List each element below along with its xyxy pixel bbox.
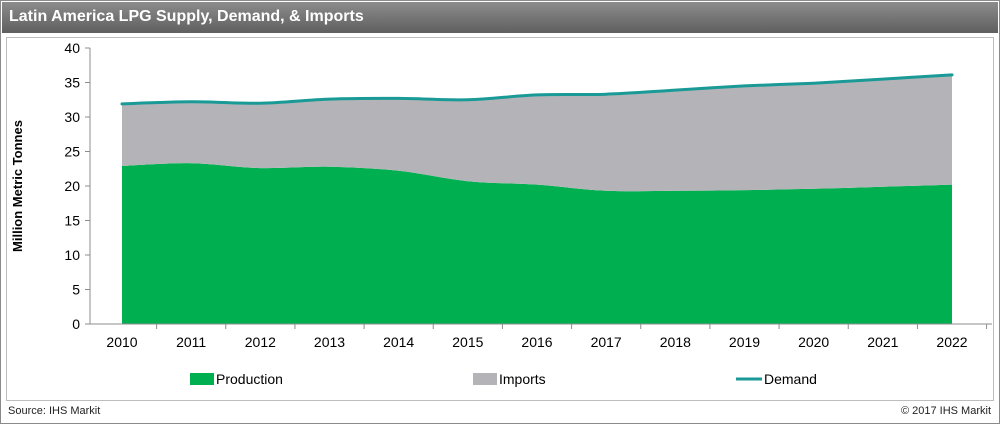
copyright-note: © 2017 IHS Markit (900, 405, 991, 417)
legend-label-production: Production (216, 371, 283, 387)
source-note: Source: IHS Markit (8, 405, 101, 417)
x-tick-label: 2020 (798, 334, 829, 350)
chart-title: Latin America LPG Supply, Demand, & Impo… (9, 8, 364, 25)
line-layer (120, 73, 954, 106)
x-tick-label: 2015 (452, 334, 483, 350)
y-tick-label: 40 (64, 40, 80, 56)
legend: Production Imports Demand (190, 371, 817, 387)
x-tick-label: 2019 (729, 334, 760, 350)
y-tick-label: 25 (64, 144, 80, 160)
legend-swatch-production (190, 373, 214, 385)
chart-svg: 0 5 10 15 20 25 30 35 40 2010 2011 2012 2013 2014 2015… (10, 40, 992, 387)
legend-label-imports: Imports (499, 371, 546, 387)
y-tick-label: 5 (72, 282, 80, 298)
x-tick-label: 2012 (245, 334, 276, 350)
x-tick-label: 2022 (936, 334, 967, 350)
chart-panel: 0 5 10 15 20 25 30 35 40 2010 2011 2012 2013 2014 2015… (6, 37, 994, 401)
x-tick-label: 2016 (521, 334, 552, 350)
label-layer: 0 5 10 15 20 25 30 35 40 2010 2011 2012 2013 2014 2015… (10, 40, 968, 350)
legend-swatch-imports (473, 373, 497, 385)
x-tick-label: 2013 (314, 334, 345, 350)
x-tick-label: 2018 (660, 334, 691, 350)
title-bar: Latin America LPG Supply, Demand, & Impo… (2, 2, 998, 33)
area-layer (122, 74, 952, 324)
x-tick-label: 2017 (591, 334, 622, 350)
x-tick-label: 2014 (383, 334, 414, 350)
imports-area (122, 74, 952, 192)
y-tick-label: 0 (72, 316, 80, 332)
y-axis-label: Million Metric Tonnes (10, 120, 25, 252)
x-tick-label: 2021 (867, 334, 898, 350)
production-area (122, 163, 952, 324)
y-tick-label: 30 (64, 109, 80, 125)
demand-line (120, 73, 954, 106)
x-tick-label: 2011 (176, 334, 206, 350)
y-tick-label: 35 (64, 75, 80, 91)
legend-label-demand: Demand (764, 371, 817, 387)
axes-layer (85, 47, 992, 329)
y-tick-label: 10 (64, 247, 80, 263)
x-tick-label: 2010 (106, 334, 137, 350)
y-tick-label: 15 (64, 213, 80, 229)
y-tick-label: 20 (64, 178, 80, 194)
